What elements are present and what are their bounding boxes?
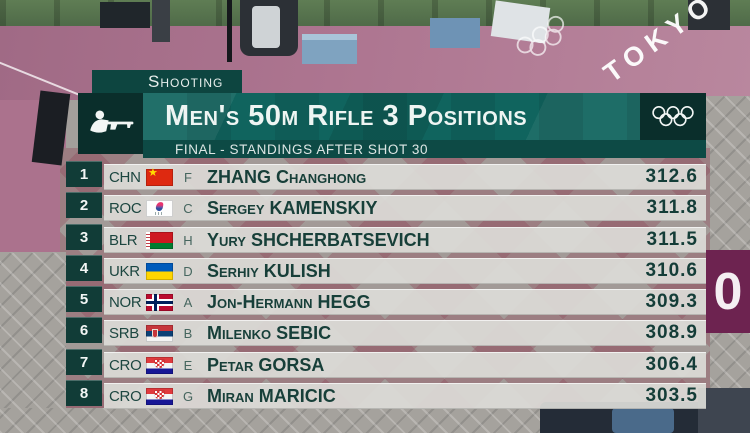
athlete-name: Yury SHCHERBATSEVICH	[207, 229, 430, 250]
score-value: 303.5	[645, 385, 698, 406]
row-content: CRO G Miran MARICIC 303.5	[104, 383, 706, 409]
firing-point-letter: F	[184, 169, 192, 185]
score-value: 312.6	[645, 166, 698, 187]
score-value: 308.9	[645, 322, 698, 343]
row-content: ROC C Sergey KAMENSKIY 311.8	[104, 195, 706, 221]
rank-badge: 2	[66, 192, 102, 218]
rank-badge: 1	[66, 161, 102, 187]
lane-number-sign: 0	[706, 250, 750, 333]
country-flag-icon	[146, 324, 173, 342]
row-content: BLR H Yury SHCHERBATSEVICH 311.5	[104, 227, 706, 253]
event-title-bar: Men's 50m Rifle 3 Positions	[143, 93, 640, 140]
background-walkway-left	[0, 252, 66, 433]
shooting-pictogram-icon	[89, 109, 133, 133]
firing-point-letter: C	[183, 200, 193, 216]
score-value: 310.6	[645, 260, 698, 281]
event-title: Men's 50m Rifle 3 Positions	[165, 100, 528, 132]
score-value: 311.8	[646, 197, 698, 218]
floor-olympic-rings-icon	[510, 10, 581, 74]
rank-badge: 4	[66, 255, 102, 281]
country-flag-icon	[146, 166, 173, 186]
country-flag-icon	[146, 262, 173, 280]
standings-row: 5 NOR A Jon-Hermann HEGG 309.3	[66, 286, 706, 315]
country-flag-icon	[146, 199, 173, 217]
background-equipment-bag	[698, 388, 750, 433]
country-code: CRO	[109, 387, 142, 405]
standings-subtitle: FINAL - STANDINGS AFTER SHOT 30	[175, 141, 429, 157]
rank-badge: 5	[66, 286, 102, 312]
standings-subtitle-bar: FINAL - STANDINGS AFTER SHOT 30	[143, 140, 706, 158]
country-code: ROC	[109, 199, 142, 217]
standings-row: 4 UKR D Serhiy KULISH 310.6	[66, 255, 706, 284]
country-flag-icon	[146, 387, 173, 405]
sport-label-tab: Shooting	[92, 70, 242, 93]
rank-badge: 3	[66, 224, 102, 250]
firing-point-letter: G	[182, 388, 194, 404]
athlete-name: ZHANG Changhong	[207, 166, 367, 187]
score-value: 306.4	[645, 354, 698, 375]
firing-point-letter: E	[183, 357, 193, 373]
firing-point-letter: D	[183, 263, 193, 279]
standings-row: 7 CRO E Petar GORSA 306.4	[66, 349, 706, 378]
country-code: NOR	[109, 293, 142, 311]
rank-badge: 7	[66, 349, 102, 375]
background-equipment-bag	[612, 408, 674, 433]
standings-row: 8 CRO G Miran MARICIC 303.5	[66, 380, 706, 409]
country-flag-icon	[146, 231, 173, 249]
firing-point-letter: A	[183, 294, 193, 310]
country-flag-icon	[146, 356, 173, 374]
country-code: CHN	[109, 168, 141, 186]
score-value: 309.3	[645, 291, 698, 312]
athlete-name: Sergey KAMENSKIY	[207, 197, 378, 218]
athlete-name: Petar GORSA	[207, 354, 325, 375]
athlete-name: Miran MARICIC	[207, 385, 336, 406]
row-content: NOR A Jon-Hermann HEGG 309.3	[104, 289, 706, 315]
row-content: CHN F ZHANG Changhong 312.6	[104, 164, 706, 190]
standings-row: 3 BLR H Yury SHCHERBATSEVICH 311.5	[66, 224, 706, 253]
firing-point-letter: B	[183, 325, 193, 341]
country-code: UKR	[109, 262, 140, 280]
country-code: CRO	[109, 356, 142, 374]
country-code: SRB	[109, 324, 139, 342]
standings-row: 6 SRB B Milenko SEBIC 308.9	[66, 317, 706, 346]
firing-point-letter: H	[183, 232, 193, 248]
country-code: BLR	[109, 231, 138, 249]
rank-badge: 6	[66, 317, 102, 343]
country-flag-icon	[146, 293, 173, 311]
row-content: UKR D Serhiy KULISH 310.6	[104, 258, 706, 284]
olympic-rings-icon	[652, 105, 694, 126]
athlete-name: Serhiy KULISH	[207, 260, 331, 281]
lane-number: 0	[713, 262, 743, 321]
athlete-name: Jon-Hermann HEGG	[207, 291, 371, 312]
score-value: 311.5	[646, 229, 698, 250]
olympic-rings-box	[640, 93, 706, 140]
row-content: SRB B Milenko SEBIC 308.9	[104, 320, 706, 346]
standings-row: 1 CHN F ZHANG Changhong 312.6	[66, 161, 706, 190]
rank-badge: 8	[66, 380, 102, 406]
sport-pictogram-box	[78, 93, 143, 154]
row-content: CRO E Petar GORSA 306.4	[104, 352, 706, 378]
athlete-name: Milenko SEBIC	[207, 322, 332, 343]
sport-label: Shooting	[148, 71, 224, 91]
standings-row: 2 ROC C Sergey KAMENSKIY 311.8	[66, 192, 706, 221]
